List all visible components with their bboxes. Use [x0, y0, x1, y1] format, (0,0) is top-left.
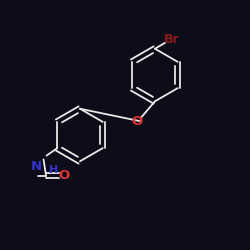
Text: N: N — [30, 160, 42, 173]
Text: H: H — [49, 165, 58, 175]
Text: O: O — [132, 115, 143, 128]
Text: O: O — [59, 169, 70, 182]
Text: Br: Br — [164, 33, 179, 46]
